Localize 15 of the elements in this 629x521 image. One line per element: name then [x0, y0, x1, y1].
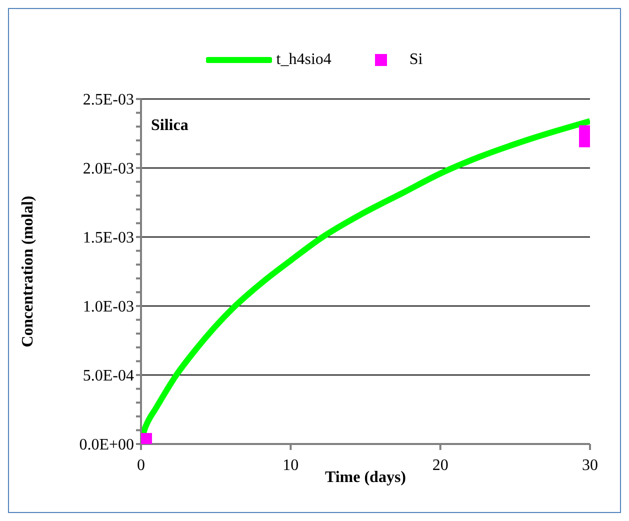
y-tick-label: 1.5E-03 [82, 230, 134, 247]
x-tick-label: 30 [582, 457, 598, 474]
y-tick-label: 0.0E+00 [79, 436, 134, 454]
y-tick-label: 2.0E-03 [82, 160, 134, 178]
x-tick-label: 10 [282, 457, 299, 474]
annotation: Silica [151, 117, 188, 135]
x-axis-title: Time (days) [324, 469, 406, 486]
x-tick-label: 20 [432, 457, 448, 474]
y-axis-title: Concentration (molal) [20, 196, 37, 348]
legend-label: Si [409, 51, 423, 69]
legend-label: t_h4sio4 [276, 51, 332, 69]
y-tick-label: 1.0E-03 [82, 298, 134, 316]
x-tick-label: 0 [137, 457, 145, 474]
y-tick-label: 5.0E-04 [82, 368, 134, 385]
y-tick-label: 2.5E-03 [82, 92, 134, 109]
